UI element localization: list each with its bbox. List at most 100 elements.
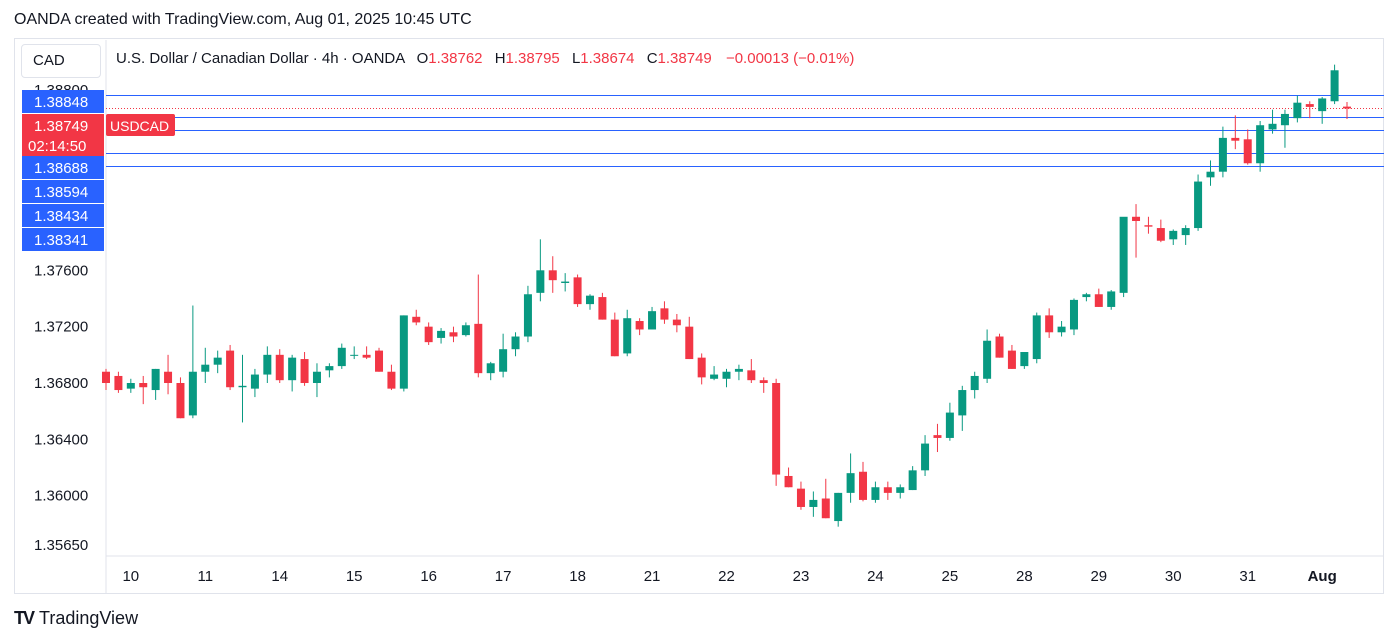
candle-body [896,487,905,493]
candle-body [1181,228,1190,236]
candle-body [1069,299,1078,330]
candle-body [722,371,731,379]
candle-body [660,308,669,320]
x-tick-label: 14 [271,568,288,585]
candle-body [1094,294,1103,307]
candle-body [648,311,657,330]
candle-body [523,294,532,337]
close-value: 1.38749 [657,50,712,67]
x-tick-label: 18 [569,568,586,585]
candle-body [437,330,446,338]
candle-body [672,319,681,326]
candle-body [1268,123,1277,130]
candle-body [945,412,954,438]
x-tick-label: 23 [793,568,810,585]
candle-body [983,340,992,379]
candle-body [1156,228,1165,241]
candle-body [1318,98,1327,112]
x-tick-label: 28 [1016,568,1033,585]
symbol-name: U.S. Dollar / Canadian Dollar · 4h · OAN… [116,50,405,67]
candle-body [201,364,210,372]
chart-frame [14,38,1384,594]
tradingview-logo[interactable]: TV TradingView [14,608,138,629]
candle-body [1206,171,1215,178]
candle-body [548,270,557,281]
candle-body [759,380,768,384]
candle-body [213,357,222,365]
candle-body [1256,125,1265,164]
x-tick-label: 16 [420,568,437,585]
low-label: L [571,50,581,67]
candle-body [263,354,272,375]
x-tick-label: 29 [1090,568,1107,585]
candle-body [151,368,160,391]
x-tick-label: 25 [942,568,959,585]
last-price-label: 1.38749 [34,118,88,135]
y-tick-label: 1.37600 [34,262,88,279]
candle-body [1280,113,1289,126]
candle-body [561,281,570,283]
candle-body [921,443,930,471]
candle-body [300,359,309,384]
x-tick-label: Aug [1308,568,1337,585]
candle-body [623,318,632,354]
chart-header-note: OANDA created with TradingView.com, Aug … [14,11,472,28]
candle-body [1218,137,1227,172]
level-price-badge[interactable] [22,90,104,113]
candle-body [685,326,694,360]
candle-body [573,277,582,305]
x-tick-label: 30 [1165,568,1182,585]
symbol-tag [106,114,175,136]
level-price-badge[interactable] [22,180,104,203]
candle-body [102,371,110,384]
candle-body [176,383,185,419]
candle-body [1169,230,1178,240]
x-tick-label: 11 [197,568,213,585]
x-tick-label: 31 [1239,568,1256,585]
candle-body [412,316,421,323]
candle-body [834,492,843,522]
candle-body [1032,315,1041,360]
candle-body [1057,326,1066,333]
candle-body [375,350,384,372]
candle-body [1045,315,1054,333]
candle-body [958,390,967,416]
candle-body [598,297,607,320]
symbol-tag-label: USDCAD [110,118,169,134]
candle-body [1243,139,1252,164]
candle-body [933,435,942,438]
candle-body [995,336,1004,358]
candle-body [1305,104,1314,107]
last-price-badge [22,114,104,156]
candle-body [511,336,520,350]
candle-body [312,371,321,384]
candle-body [635,321,644,330]
level-price-badge[interactable] [22,204,104,227]
close-label: C [646,50,658,67]
level-price-badge[interactable] [22,228,104,251]
candle-body [536,270,545,293]
candle-body [585,295,594,305]
candle-body [1330,70,1339,102]
candle-body [250,374,259,389]
candle-body [1343,106,1351,109]
candle-body [350,354,359,356]
high-value: 1.38795 [505,50,560,67]
candle-body [288,357,297,381]
candle-body [114,375,123,391]
x-tick-label: 17 [495,568,512,585]
x-tick-label: 15 [346,568,363,585]
open-label: O [416,50,429,67]
candle-body [387,371,396,389]
tradingview-logo-icon: TV [14,608,35,628]
bar-countdown-label: 02:14:50 [28,138,86,155]
candle-body [1119,216,1128,293]
y-tick-label: 1.36000 [34,488,88,505]
candle-body [238,385,247,388]
candle-body [424,326,433,343]
currency-button[interactable]: CAD [21,44,101,78]
candle-body [697,357,706,378]
level-price-badge[interactable] [22,156,104,179]
level-price-label: 1.38848 [34,94,88,111]
